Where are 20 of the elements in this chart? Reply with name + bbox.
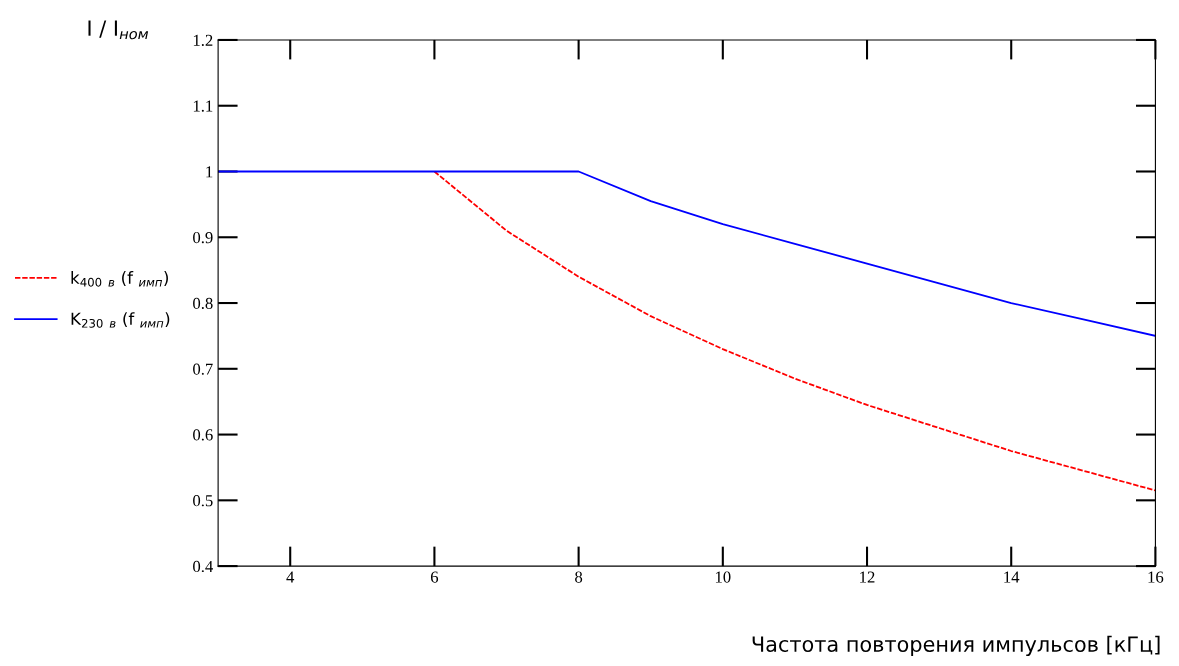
x-axis-title: Частота повторения импульсов [кГц] [752,635,1160,657]
y-tick-label: 0.8 [193,297,213,310]
x-tick-label: 10 [715,571,731,583]
y-tick-label: 0.5 [193,495,213,507]
x-tick-label: 8 [575,571,583,583]
y-tick-label: 1.2 [193,34,213,46]
y-axis-title: I / I$_{ном}$ [88,20,149,40]
x-tick-label: 6 [430,571,439,583]
y-tick-label: 1.1 [193,100,213,112]
x-tick-label: 12 [860,571,875,583]
y-tick-label: 1 [206,166,213,178]
legend-label: K$_{230 в}$ (f $_{имп}$) [71,312,170,328]
x-tick-label: 16 [1148,571,1164,583]
x-tick-label: 14 [1004,571,1020,583]
y-tick-label: 0.9 [193,231,213,244]
legend-label: k$_{400 в}$ (f $_{имп}$) [71,271,168,287]
y-tick-label: 0.4 [193,560,213,573]
y-tick-label: 0.6 [193,429,213,441]
y-tick-label: 0.7 [193,363,213,375]
x-tick-label: 4 [286,571,295,583]
